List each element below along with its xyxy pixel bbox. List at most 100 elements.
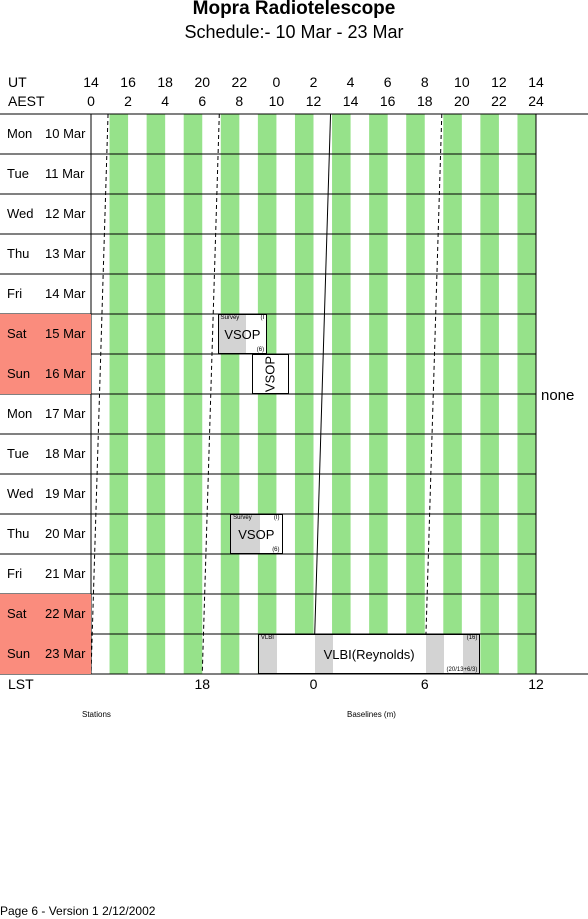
day-name: Thu [7,246,30,261]
day-name: Fri [7,286,23,301]
block-note: Survey [233,515,252,521]
block-shade [231,515,261,553]
day-date: 21 Mar [45,566,86,581]
day-name: Sun [7,646,31,661]
day-cell: Tue 11 Mar [0,154,91,194]
day-cell: Wed 19 Mar [0,474,91,514]
lst-line [90,113,109,675]
ut-tick: 14 [528,74,544,90]
aest-tick: 24 [528,93,544,109]
day-cell: Sat 22 Mar [0,594,91,634]
block-shade [258,635,278,673]
day-cell: Fri 21 Mar [0,554,91,594]
ut-tick: 18 [157,74,173,90]
block-shade [462,635,480,673]
day-date: 17 Mar [45,406,86,421]
aest-tick: 2 [124,93,132,109]
day-date: 15 Mar [45,326,86,341]
aest-tick: 16 [379,93,396,109]
day-cell: Fri 14 Mar [0,274,91,314]
day-cell: Sun 23 Mar [0,634,91,674]
block-note: (16) [466,635,478,641]
page-subtitle: Schedule:- 10 Mar - 23 Mar [184,22,404,42]
day-cell: Sun 16 Mar [0,354,91,394]
day-date: 13 Mar [45,246,86,261]
block-note: (I [260,315,265,321]
day-cell: Mon 10 Mar [0,114,91,154]
day-name: Sat [7,606,27,621]
day-name: Mon [7,126,33,141]
ut-tick: 10 [454,74,470,90]
day-name: Mon [7,406,33,421]
lst-label: LST [8,676,34,692]
block-note: (6) [256,347,265,353]
lst-tick: 0 [309,676,318,692]
aest-tick: 14 [342,93,359,109]
ut-tick: 16 [120,74,136,90]
day-date: 10 Mar [45,126,86,141]
aest-tick: 0 [87,93,95,109]
lst-tick: 12 [528,676,544,692]
aest-tick: 8 [235,93,244,109]
ut-tick: 6 [383,74,392,90]
aest-tick: 6 [198,93,207,109]
schedule-block: VSOP Survey (I (6) [217,314,268,354]
day-name: Tue [7,446,29,461]
block-label: VSOP [224,327,261,342]
day-name: Thu [7,526,30,541]
ut-label: UT [8,74,27,90]
day-date: 11 Mar [45,166,85,181]
aest-tick: 10 [268,93,285,109]
day-date: 12 Mar [45,206,86,221]
page-footer: Page 6 - Version 1 2/12/2002 [0,904,156,918]
day-date: 23 Mar [45,646,86,661]
day-name: Sun [7,366,31,381]
block-note: (6) [272,547,280,553]
block-note: Survey [220,315,240,321]
ut-tick: 22 [231,74,248,90]
ut-tick: 0 [272,74,281,90]
side-label: none [541,387,575,404]
day-date: 22 Mar [45,606,86,621]
day-cell: Mon 17 Mar [0,394,91,434]
day-date: 19 Mar [45,486,86,501]
block-note: (20/13+6/3) [446,667,478,673]
ut-tick: 14 [83,74,99,90]
block-shade [425,635,445,673]
baselines-label: Baselines (m) [347,710,396,719]
day-date: 20 Mar [45,526,86,541]
day-cell: Sat 15 Mar [0,314,91,354]
lst-line [313,113,332,675]
block-note: (I) [273,515,280,521]
day-name: Tue [7,166,29,181]
block-shade [314,635,334,673]
schedule-block: VLBI(Reynolds) VLBI (16) (20/13+6/3) [257,634,481,674]
aest-tick: 12 [305,93,322,109]
schedule-block: VSOP [251,354,289,394]
block-label: VSOP [262,355,278,393]
aest-tick: 4 [161,93,170,109]
aest-tick: 18 [416,93,433,109]
lst-line [424,113,443,675]
day-cell: Thu 20 Mar [0,514,91,554]
block-label: VSOP [238,527,275,542]
day-name: Wed [7,486,34,501]
ut-tick: 12 [491,74,507,90]
lst-tick: 18 [194,676,211,692]
aest-label: AEST [8,93,45,109]
ut-tick: 8 [420,74,429,90]
ut-tick: 2 [309,74,318,90]
lst-line [201,113,220,675]
page-title: Mopra Radiotelescope [192,0,396,19]
day-name: Wed [7,206,34,221]
day-cell: Thu 13 Mar [0,234,91,274]
aest-tick: 20 [454,93,470,109]
ut-tick: 20 [194,74,211,90]
day-date: 14 Mar [45,286,86,301]
day-name: Sat [7,326,27,341]
lst-tick: 6 [420,676,429,692]
block-shade [218,315,246,353]
day-cell: Wed 12 Mar [0,194,91,234]
day-cell: Tue 18 Mar [0,434,91,474]
aest-tick: 22 [491,93,507,109]
